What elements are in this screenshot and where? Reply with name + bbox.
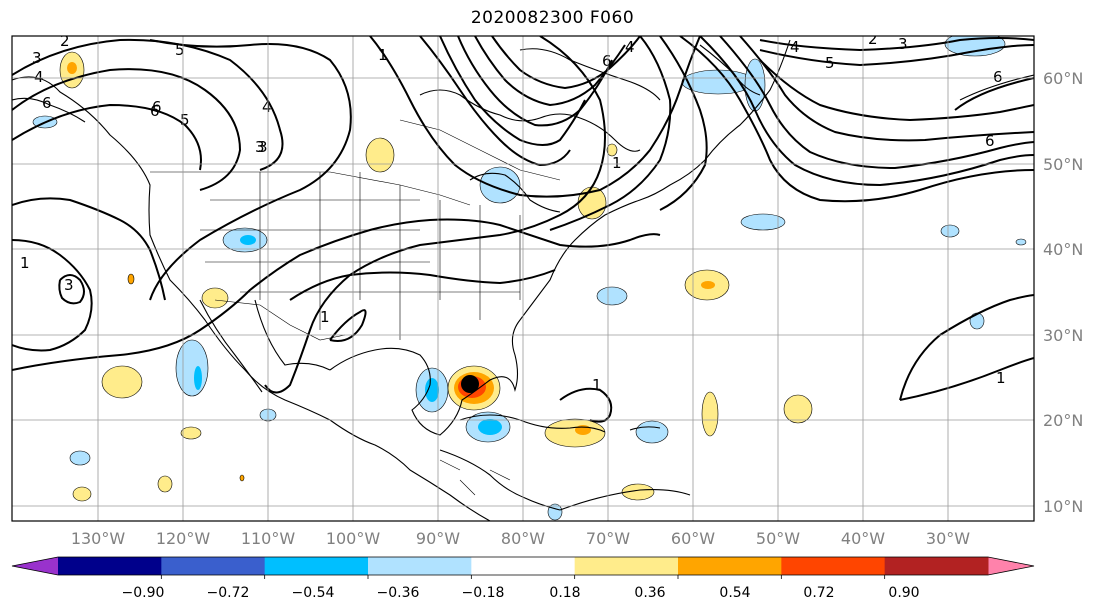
contour-label: 3 xyxy=(898,35,908,53)
lat-label: 20°N xyxy=(1043,411,1083,430)
lon-label: 80°W xyxy=(501,529,545,548)
contour-label: 5 xyxy=(175,41,185,59)
lon-label: 50°W xyxy=(756,529,800,548)
colorbar-tick-label: 0.54 xyxy=(719,585,750,601)
contour-label: 4 xyxy=(625,38,635,56)
colorbar-ticks xyxy=(160,575,886,579)
colorbar-segment xyxy=(574,557,679,575)
colorbar-segment xyxy=(264,557,369,575)
lon-label: 30°W xyxy=(926,529,970,548)
colorbar-segment xyxy=(161,557,266,575)
lat-label: 30°N xyxy=(1043,326,1083,345)
contour-label: 3 xyxy=(255,138,265,156)
contour-label: 6 xyxy=(152,98,162,116)
coastlines xyxy=(12,39,1034,521)
lon-label: 120°W xyxy=(156,529,211,548)
political-borders xyxy=(150,119,561,496)
lat-label: 10°N xyxy=(1043,497,1083,516)
colorbar-segment xyxy=(781,557,886,575)
colorbar-segment xyxy=(368,557,472,575)
colorbar-segment xyxy=(678,557,782,575)
contour-label: 6 xyxy=(42,94,52,112)
contour-label: 3 xyxy=(258,138,268,156)
contour-labels: 2 3 4 5 6 3 6 1 1 1 6 4 4 5 3 2 3 4 5 6 … xyxy=(20,30,1006,394)
lat-label: 50°N xyxy=(1043,155,1083,174)
lat-label: 60°N xyxy=(1043,69,1083,88)
contour-label: 5 xyxy=(825,54,835,72)
colorbar-tick-label: 0.90 xyxy=(888,585,919,601)
contour-label: 4 xyxy=(262,98,272,116)
contour-label: 6 xyxy=(993,68,1003,86)
map-frame xyxy=(11,35,1035,522)
lon-label: 40°W xyxy=(841,529,885,548)
colorbar-tick-label: −0.18 xyxy=(462,585,505,601)
contour-label: 1 xyxy=(320,308,330,326)
contour-label: 3 xyxy=(32,49,42,67)
lon-label: 70°W xyxy=(586,529,630,548)
lon-label: 60°W xyxy=(671,529,715,548)
lat-label: 40°N xyxy=(1043,240,1083,259)
colorbar-tick-label: −0.54 xyxy=(292,585,335,601)
contour-label: 6 xyxy=(985,132,995,150)
contour-label: 6 xyxy=(150,102,160,120)
contour-label: 1 xyxy=(996,369,1006,387)
contour-label: 2 xyxy=(60,32,70,50)
colorbar-tick-label: 0.36 xyxy=(634,585,665,601)
colorbar-tick-label: −0.90 xyxy=(122,585,165,601)
map-title: 2020082300 F060 xyxy=(470,8,635,28)
contour-label: 1 xyxy=(378,46,388,64)
colorbar-segment xyxy=(884,557,989,575)
contour-label: 1 xyxy=(612,154,622,172)
latitude-labels: 60°N 50°N 40°N 30°N 20°N 10°N xyxy=(1043,69,1083,516)
contour-label: 5 xyxy=(180,111,190,129)
contour-label: 6 xyxy=(602,52,612,70)
contour-label: 4 xyxy=(34,68,44,86)
colorbar-segment xyxy=(58,557,162,575)
colorbar-tick-labels: −0.90 −0.72 −0.54 −0.36 −0.18 0.18 0.36 … xyxy=(122,585,920,601)
colorbar-extend-max xyxy=(988,557,1034,575)
colorbar-tick-label: 0.72 xyxy=(803,585,834,601)
contour-label: 1 xyxy=(20,254,30,272)
colorbar-tick-label: −0.72 xyxy=(207,585,250,601)
colorbar-tick-label: −0.36 xyxy=(377,585,420,601)
colorbar: −0.90 −0.72 −0.54 −0.36 −0.18 0.18 0.36 … xyxy=(11,556,1035,601)
lon-label: 90°W xyxy=(416,529,460,548)
contour-label: 4 xyxy=(790,38,800,56)
contour-label: 1 xyxy=(592,376,602,394)
colorbar-tick-label: 0.18 xyxy=(549,585,580,601)
contour-lines xyxy=(12,36,1034,423)
contour-label: 2 xyxy=(868,30,878,48)
lon-label: 110°W xyxy=(241,529,296,548)
shaded-anomaly-areas xyxy=(32,36,1027,521)
colorbar-segments xyxy=(58,557,989,575)
contour-label: 3 xyxy=(64,276,74,294)
colorbar-segment xyxy=(471,557,576,575)
longitude-labels: 130°W 120°W 110°W 100°W 90°W 80°W 70°W 6… xyxy=(71,529,970,548)
graticule xyxy=(12,36,1034,521)
lon-label: 130°W xyxy=(71,529,126,548)
lon-label: 100°W xyxy=(326,529,381,548)
map-content: 2 3 4 5 6 3 6 1 1 1 6 4 4 5 3 2 3 4 5 6 … xyxy=(12,30,1034,521)
colorbar-extend-min xyxy=(12,557,58,575)
